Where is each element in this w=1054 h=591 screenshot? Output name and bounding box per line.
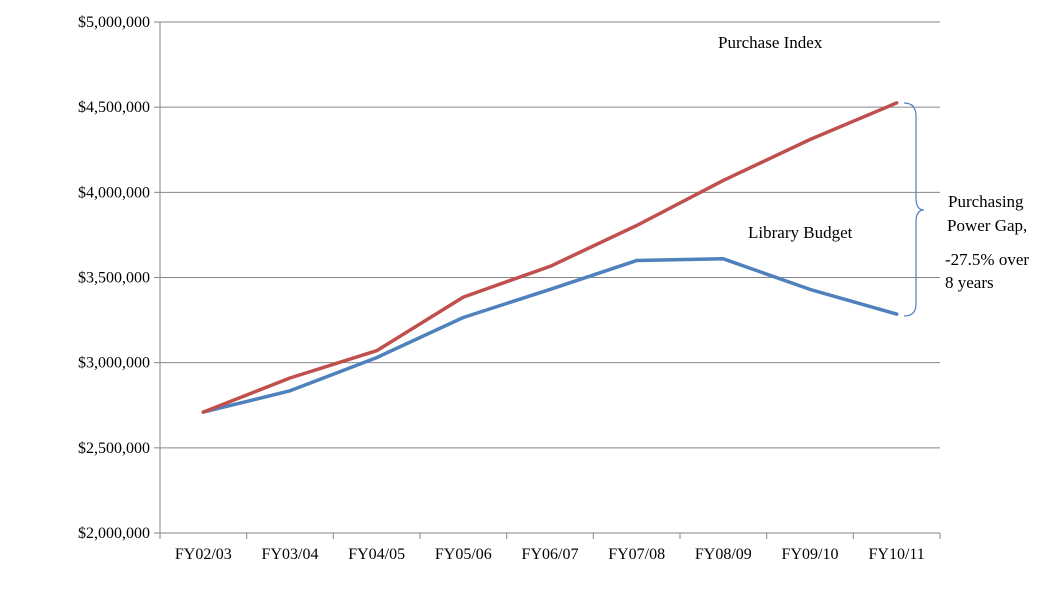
series-lines: [201, 101, 899, 414]
gridlines: [160, 21, 940, 449]
x-tick-label: FY09/10: [782, 546, 839, 563]
gap-brace: [903, 102, 925, 317]
gap-label-line2: Power Gap,: [947, 216, 1027, 235]
x-tick-label: FY02/03: [175, 546, 232, 563]
y-tick-label: $2,500,000: [78, 440, 150, 457]
gap-label-line4: 8 years: [945, 273, 994, 292]
y-tick-label: $3,000,000: [78, 355, 150, 372]
y-tick-label: $4,000,000: [78, 184, 150, 201]
x-tick-label: FY05/06: [435, 546, 492, 563]
y-tick-label: $4,500,000: [78, 99, 150, 116]
y-tick-label: $2,000,000: [78, 525, 150, 542]
purchase-index-line: [201, 101, 899, 414]
x-tick-label: FY07/08: [608, 546, 665, 563]
x-tick-label: FY03/04: [262, 546, 319, 563]
library-budget-line: [201, 257, 899, 414]
library-budget-label: Library Budget: [748, 223, 853, 242]
purchase-index-label: Purchase Index: [718, 33, 823, 52]
x-tick-label: FY10/11: [869, 546, 925, 563]
x-tick-label: FY06/07: [522, 546, 579, 563]
x-tick-label: FY08/09: [695, 546, 752, 563]
y-tick-label: $5,000,000: [78, 14, 150, 31]
y-tick-label: $3,500,000: [78, 270, 150, 287]
x-tick-label: FY04/05: [348, 546, 405, 563]
x-axis-ticks: FY02/03 FY03/04 FY04/05 FY05/06 FY06/07 FY07/…: [159, 533, 941, 563]
gap-label-line3: -27.5% over: [945, 250, 1029, 269]
gap-label-line1: Purchasing: [948, 192, 1024, 211]
y-axis-ticks: $2,000,000 $2,500,000 $3,000,000 $3,500,000…: [78, 14, 160, 542]
